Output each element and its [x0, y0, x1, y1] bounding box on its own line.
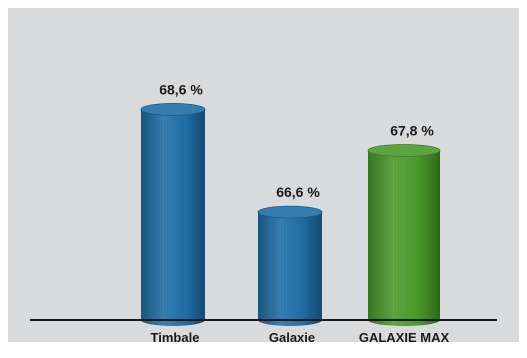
- bar-galaxie: [257, 205, 323, 326]
- bar-body-timbale: [141, 109, 205, 326]
- bar-body-galaxie: [258, 212, 322, 326]
- bar-timbale: [140, 102, 206, 326]
- bar-galaxie-max: [367, 144, 441, 326]
- labels-group: 68,6 % Timbale 66,6 % Galaxie 67,8 % GALAXIE …: [151, 81, 450, 345]
- value-label-timbale: 68,6 %: [159, 81, 203, 97]
- bar-top-timbale: [140, 102, 206, 116]
- bar-top-galaxie-max: [367, 144, 441, 157]
- category-label-timbale: Timbale: [151, 330, 200, 345]
- category-label-galaxie: Galaxie: [269, 330, 315, 345]
- bars-group: [140, 102, 441, 326]
- bar-body-galaxie-max: [368, 150, 440, 326]
- bar-top-galaxie: [257, 205, 323, 219]
- value-label-galaxie-max: 67,8 %: [390, 122, 434, 138]
- category-label-galaxie-max: GALAXIE MAX: [359, 330, 450, 345]
- value-label-galaxie: 66,6 %: [276, 184, 320, 200]
